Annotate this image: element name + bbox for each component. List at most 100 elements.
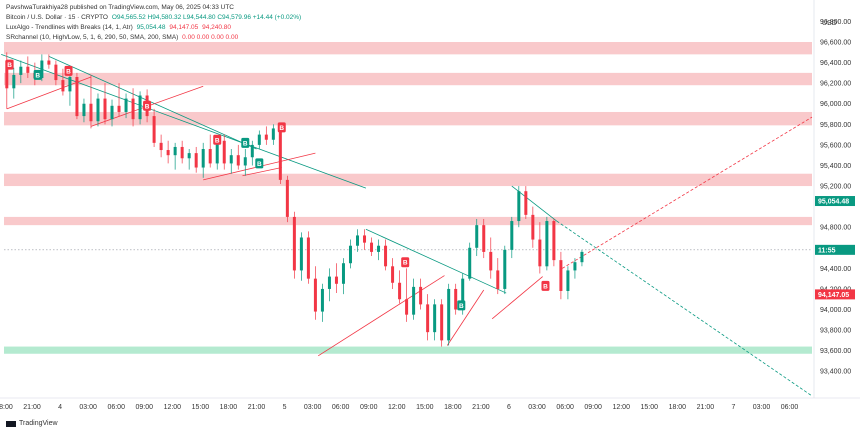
candle	[152, 108, 156, 147]
marker-badge	[64, 65, 73, 76]
candle	[334, 263, 338, 294]
indicator-luxalgo[interactable]: LuxAlgo - Trendlines with Breaks (14, 1,…	[6, 23, 233, 32]
candle	[19, 60, 23, 84]
sell-signal-marker[interactable]: B	[401, 257, 410, 268]
candle-body	[496, 270, 500, 289]
buy-signal-marker[interactable]: B	[255, 158, 264, 169]
candle	[299, 232, 303, 281]
candle	[545, 216, 549, 271]
sell-signal-marker[interactable]: B	[213, 134, 222, 145]
candle-body	[475, 225, 479, 248]
candle-body	[447, 288, 451, 341]
candle	[166, 140, 170, 164]
price-tick-label: 95,200.00	[820, 184, 851, 191]
candle-body	[131, 98, 135, 120]
time-tick-label: 15:00	[416, 404, 434, 411]
candle-body	[285, 179, 289, 217]
time-tick-label: 03:00	[528, 404, 546, 411]
candle	[40, 54, 44, 82]
candle	[517, 186, 521, 228]
buy-signal-marker[interactable]: B	[457, 300, 466, 311]
candle-body	[19, 66, 23, 75]
time-tick-label: 06:00	[556, 404, 574, 411]
marker-badge	[33, 69, 42, 80]
price-axis-label: 11:55	[815, 244, 855, 255]
time-tick-label: 06:00	[332, 404, 350, 411]
candle-body	[489, 251, 493, 271]
candle	[440, 299, 444, 347]
candle-body	[327, 276, 331, 289]
candle-body	[152, 116, 156, 143]
time-tick-label: 4	[58, 404, 62, 411]
marker-badge	[5, 59, 14, 70]
candle-body	[166, 150, 170, 156]
time-axis[interactable]: 18:00 21:00 4 03:00 06:00 09:00 12:00 15:00 18:0…	[0, 404, 798, 411]
candle-body	[124, 98, 128, 112]
time-tick-label: 18:00	[444, 404, 462, 411]
indicator-srchannel-label: SRchannel (10, High/Low, 5, 1, 6, 290, 5…	[6, 34, 179, 41]
indicator-luxalgo-value-2: 94,147.05	[169, 24, 199, 31]
resistance-zone	[4, 173, 812, 187]
candle-body	[573, 262, 577, 271]
candle	[194, 146, 198, 173]
price-label-text: 95,054.48	[818, 199, 849, 206]
currency-label: USD	[822, 20, 837, 27]
projected-trendline-up	[562, 116, 813, 269]
candle-body	[356, 235, 359, 246]
time-tick-label: 5	[283, 404, 287, 411]
candle	[68, 70, 72, 106]
ohlc-values: O94,565.52 H94,580.32 L94,544.80 C94,579…	[111, 14, 302, 21]
buy-signal-marker[interactable]: B	[241, 137, 250, 148]
time-tick-label: 15:00	[192, 404, 210, 411]
candle	[173, 142, 177, 170]
candle-body	[201, 149, 205, 168]
time-tick-label: 12:00	[388, 404, 406, 411]
candle	[426, 294, 430, 341]
candle	[510, 216, 514, 259]
buy-signal-marker[interactable]: B	[33, 69, 42, 80]
indicator-srchannel[interactable]: SRchannel (10, High/Low, 5, 1, 6, 290, 5…	[6, 33, 240, 42]
sell-signal-marker[interactable]: B	[5, 59, 14, 70]
candle-body	[552, 221, 556, 261]
candle	[468, 242, 472, 281]
price-label-bg	[815, 244, 855, 255]
candle	[348, 239, 352, 269]
marker-label: B	[243, 140, 248, 147]
price-tick-label: 96,000.00	[820, 101, 851, 108]
sell-signal-marker[interactable]: B	[143, 100, 152, 111]
price-labels: 95,054.48 11:55 94,147.05	[815, 196, 855, 300]
sell-signal-marker[interactable]: B	[64, 65, 73, 76]
symbol-line[interactable]: Bitcoin / U.S. Dollar · 15 · CRYPTO O94,…	[6, 13, 303, 22]
candle-body	[384, 245, 388, 267]
price-label-text: 11:55	[818, 247, 836, 254]
sell-signal-marker[interactable]: B	[541, 280, 550, 291]
symbol-name: Bitcoin / U.S. Dollar · 15 · CRYPTO	[6, 14, 108, 21]
candle-body	[524, 191, 528, 215]
candle	[264, 126, 268, 145]
candle-body	[138, 95, 142, 120]
resistance-zone	[4, 72, 812, 86]
sell-signal-marker[interactable]: B	[277, 122, 286, 133]
candle-body	[12, 74, 16, 89]
candle	[54, 60, 58, 86]
candle-body	[47, 60, 51, 65]
marker-label: B	[7, 62, 12, 69]
time-tick-label: 03:00	[753, 404, 771, 411]
candle	[75, 72, 79, 120]
indicator-luxalgo-value-1: 95,054.48	[136, 24, 166, 31]
candle-body	[117, 105, 121, 112]
candle	[292, 211, 296, 279]
candle-body	[468, 247, 472, 279]
signal-markers: B B B B B B B B B B B	[5, 59, 550, 311]
candle	[250, 140, 254, 166]
price-tick-label: 93,400.00	[820, 369, 851, 376]
candle	[61, 68, 65, 96]
support-zone	[4, 346, 812, 354]
publish-line: PavshwaTurakhiya28 published on TradingV…	[6, 4, 234, 11]
price-tick-label: 95,400.00	[820, 163, 851, 170]
candle	[384, 239, 388, 271]
tradingview-logo[interactable]: TradingView	[6, 420, 58, 427]
price-tick-label: 95,600.00	[820, 142, 851, 149]
candle	[96, 93, 100, 127]
